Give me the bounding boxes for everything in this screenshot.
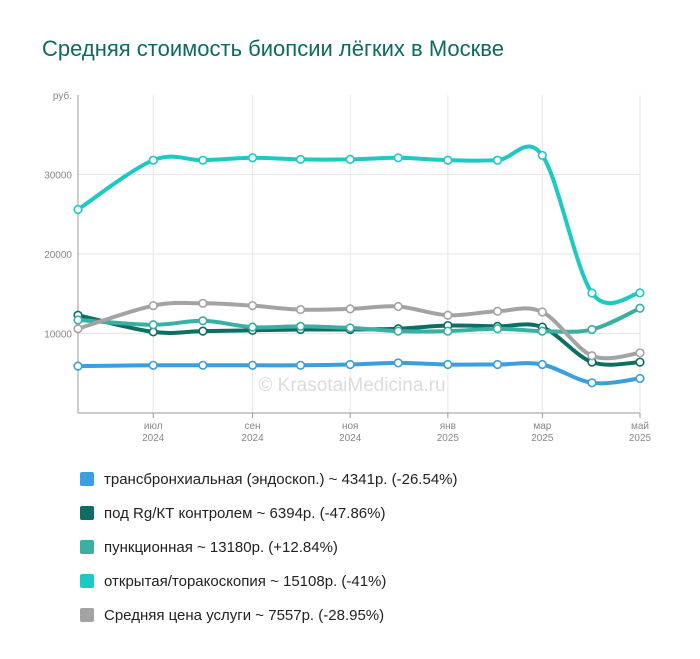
data-point[interactable] [247,301,258,311]
data-point[interactable] [345,323,355,333]
x-tick-year: 2024 [142,433,165,444]
y-tick-label: 30000 [44,171,72,182]
data-point[interactable] [198,326,208,336]
data-point[interactable] [537,326,547,336]
data-point[interactable] [393,358,403,368]
x-tick-label: янв [440,421,456,432]
data-point[interactable] [73,204,83,215]
data-point[interactable] [198,155,208,165]
legend-label: трансбронхиальная (эндоскоп.) ~ 4341р. (… [104,470,458,488]
data-point[interactable] [635,288,645,298]
data-point[interactable] [635,348,645,358]
data-point[interactable] [587,288,597,298]
data-point[interactable] [295,305,306,315]
data-point[interactable] [492,359,503,370]
data-point[interactable] [295,154,306,164]
axes: 100002000030000руб.июл2024сен2024ноя2024… [44,90,651,444]
y-tick-label: 10000 [44,330,72,341]
legend-label: открытая/торакоскопия ~ 15108р. (-41%) [104,572,387,590]
legend-swatch [80,574,94,588]
series-line-4 [76,300,642,361]
data-point[interactable] [295,360,306,370]
x-tick-year: 2025 [531,433,554,444]
data-point[interactable] [148,360,158,370]
data-point[interactable] [295,321,306,331]
legend: трансбронхиальная (эндоскоп.) ~ 4341р. (… [80,462,458,632]
legend-item[interactable]: Средняя цена услуги ~ 7557р. (-28.95%) [80,598,458,632]
data-point[interactable] [247,322,258,332]
x-tick-year: 2024 [241,433,264,444]
x-tick-label: ноя [342,421,359,432]
x-tick-label: май [631,421,649,432]
watermark: © KrasotaiMedicina.ru [258,375,445,396]
legend-label: Средняя цена услуги ~ 7557р. (-28.95%) [104,606,385,624]
data-point[interactable] [73,361,83,371]
data-point[interactable] [492,155,503,165]
chart-title: Средняя стоимость биопсии лёгких в Москв… [42,36,504,61]
legend-item[interactable]: под Rg/КТ контролем ~ 6394р. (-47.86%) [80,496,458,530]
legend-swatch [80,472,94,486]
x-tick-year: 2025 [437,433,460,444]
data-point[interactable] [537,150,547,161]
data-point[interactable] [345,359,355,370]
legend-swatch [80,506,94,520]
series-line-3 [76,144,642,306]
data-point[interactable] [537,359,547,370]
data-point[interactable] [587,324,597,335]
legend-swatch [80,540,94,554]
data-point[interactable] [443,310,453,320]
data-point[interactable] [635,303,645,313]
x-tick-label: июл [144,421,163,432]
x-tick-label: сен [244,421,260,432]
data-point[interactable] [492,324,503,334]
data-point[interactable] [247,153,258,163]
data-point[interactable] [345,304,355,314]
data-point[interactable] [73,324,83,334]
data-point[interactable] [393,301,403,312]
data-point[interactable] [443,359,453,370]
legend-item[interactable]: трансбронхиальная (эндоскоп.) ~ 4341р. (… [80,462,458,496]
data-point[interactable] [393,153,403,163]
line-chart: 100002000030000руб.июл2024сен2024ноя2024… [44,90,651,444]
legend-label: пункционная ~ 13180р. (+12.84%) [104,538,338,556]
data-point[interactable] [198,316,208,326]
data-point[interactable] [148,320,158,330]
data-point[interactable] [443,155,453,165]
y-tick-label: 20000 [44,250,72,261]
data-point[interactable] [148,155,158,165]
y-axis-label: руб. [53,90,72,102]
data-point[interactable] [635,357,645,367]
series-lines [76,144,642,386]
data-point[interactable] [198,298,208,308]
data-point[interactable] [345,154,355,164]
data-point[interactable] [73,315,83,325]
data-point[interactable] [393,326,403,336]
x-tick-label: мар [533,421,551,432]
legend-item[interactable]: открытая/торакоскопия ~ 15108р. (-41%) [80,564,458,598]
legend-swatch [80,608,94,622]
series-points [73,150,645,388]
x-tick-year: 2024 [339,433,362,444]
data-point[interactable] [587,378,597,388]
data-point[interactable] [443,326,453,336]
x-tick-year: 2025 [629,433,652,444]
data-point[interactable] [635,373,645,384]
data-point[interactable] [148,301,158,311]
legend-item[interactable]: пункционная ~ 13180р. (+12.84%) [80,530,458,564]
data-point[interactable] [537,307,547,317]
data-point[interactable] [198,360,208,370]
data-point[interactable] [587,351,597,361]
data-point[interactable] [247,360,258,370]
data-point[interactable] [492,306,503,316]
legend-label: под Rg/КТ контролем ~ 6394р. (-47.86%) [104,504,386,522]
